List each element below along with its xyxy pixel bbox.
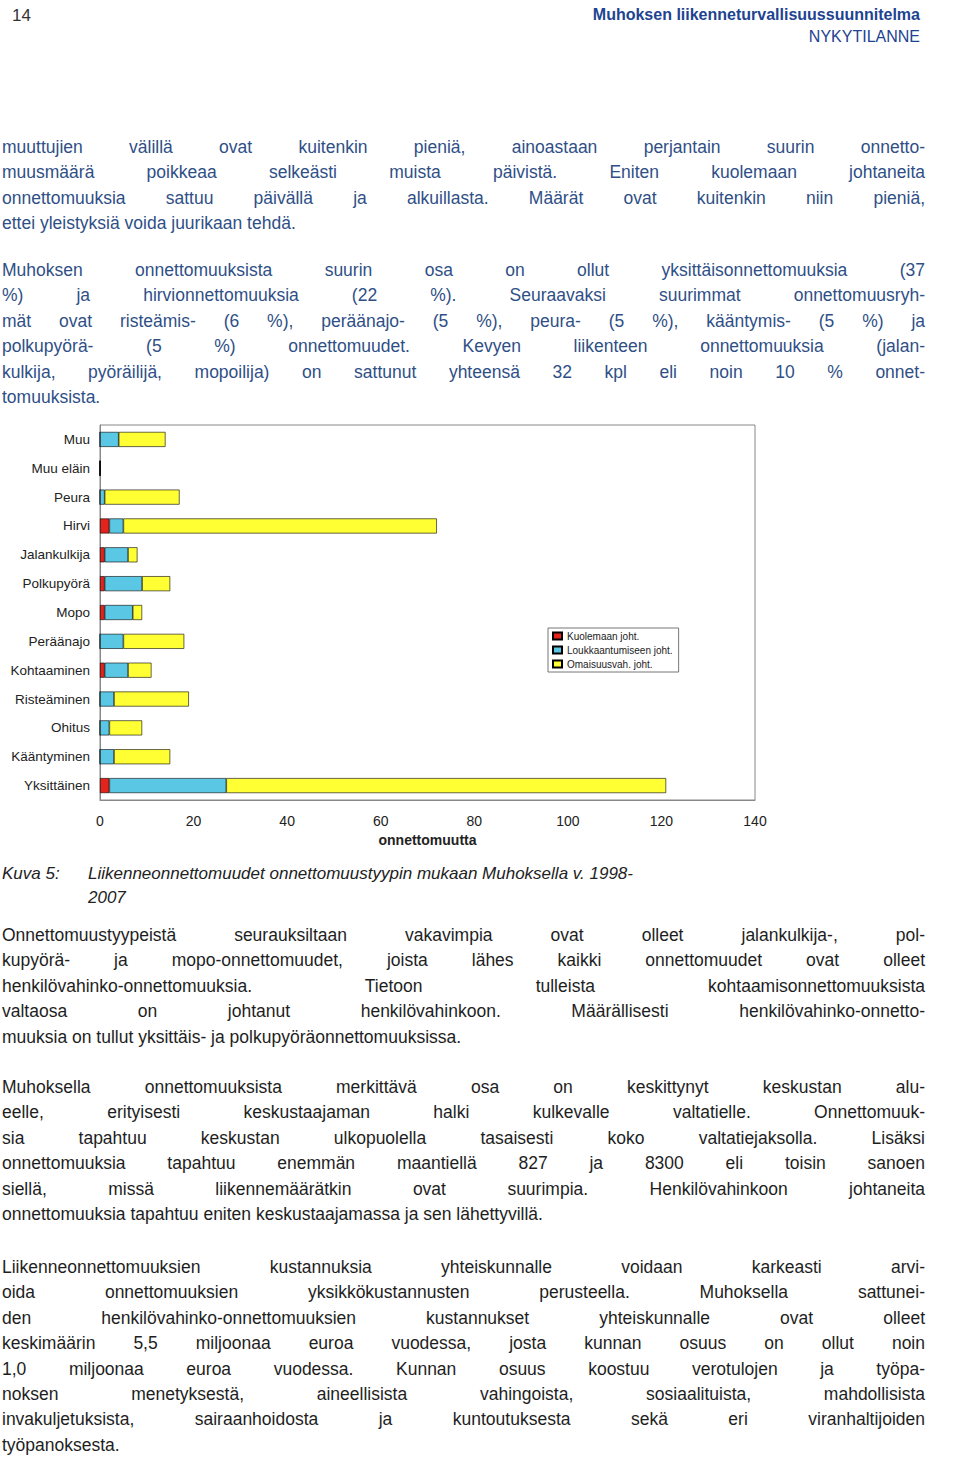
svg-text:Yksittäinen: Yksittäinen [24, 778, 90, 793]
html-text:Muhoksella onnettomuuksista me: Muhoksella onnettomuuksista merkittävä o… [2, 1077, 925, 1097]
svg-text:40: 40 [279, 813, 295, 829]
svg-text:Loukkaantumiseen joht.: Loukkaantumiseen joht. [567, 645, 673, 656]
svg-text:140: 140 [743, 813, 767, 829]
html-text:keskimäärin 5,5 miljoonaa euro: keskimäärin 5,5 miljoonaa euroa vuodessa… [2, 1333, 925, 1354]
html-text:muuksia on tullut yksittäis- j: muuksia on tullut yksittäis- ja polkupyö… [2, 1026, 462, 1047]
svg-text:60: 60 [373, 813, 389, 829]
html-text:muusmäärä poikkeaa selkeästi m: muusmäärä poikkeaa selkeästi muista päiv… [2, 162, 925, 183]
html-text:sia tapahtuu keskustan ulkopuo: sia tapahtuu keskustan ulkopuolella tasa… [2, 1127, 925, 1148]
html-text:siellä, missä liikennemäärätki: siellä, missä liikennemäärätkin ovat suu… [2, 1178, 925, 1199]
html-text:Liikenneonnettomuuksien kustan: Liikenneonnettomuuksien kustannuksia yht… [2, 1257, 925, 1277]
html-text:1,0 miljoonaa euroa vuodessa.: 1,0 miljoonaa euroa vuodessa. Kunnan osu… [2, 1358, 925, 1379]
html-text:%) ja hirvionnettomuuksia (22: %) ja hirvionnettomuuksia (22 %). Seuraa… [2, 285, 925, 306]
svg-text:Jalankulkija: Jalankulkija [20, 547, 90, 562]
html-text:onnettomuuksia sattuu päivällä: onnettomuuksia sattuu päivällä ja alkuil… [2, 187, 925, 208]
svg-text:Mopo: Mopo [56, 605, 90, 620]
html-text:valtaosa on johtanut henkilöva: valtaosa on johtanut henkilövahinkoon. M… [2, 1001, 925, 1022]
svg-text:Hirvi: Hirvi [63, 518, 90, 533]
html-text:den henkilövahinko-onnettomuuk: den henkilövahinko-onnettomuuksien kusta… [2, 1307, 925, 1328]
svg-text:80: 80 [466, 813, 482, 829]
svg-text:Peura: Peura [54, 490, 91, 505]
html-text:henkilövahinko-onnettomuuksia.: henkilövahinko-onnettomuuksia. Tietoon t… [2, 975, 925, 996]
html-text:NYKYTILANNE: NYKYTILANNE [808, 28, 920, 45]
svg-text:Ohitus: Ohitus [51, 720, 90, 735]
svg-text:Peräänajo: Peräänajo [28, 634, 90, 649]
html-text:kupyörä- ja mopo-onnettomuudet: kupyörä- ja mopo-onnettomuudet, joista l… [2, 950, 925, 971]
svg-text:Kääntyminen: Kääntyminen [11, 749, 90, 764]
html-text:noksen menetyksestä, aineellis: noksen menetyksestä, aineellisista vahin… [2, 1384, 925, 1404]
svg-text:Omaisuusvah. joht.: Omaisuusvah. joht. [567, 659, 653, 670]
html-text:kulkija, pyöräilijä, mopoilija: kulkija, pyöräilijä, mopoilija) on sattu… [2, 361, 925, 382]
html-text:polkupyörä- (5 %) onnettomuude: polkupyörä- (5 %) onnettomuudet. Kevyen … [2, 336, 925, 357]
svg-text:Muu eläin: Muu eläin [31, 461, 90, 476]
html-text:14: 14 [12, 6, 31, 25]
html-text:2007: 2007 [88, 888, 126, 907]
html-text:Muhoksen onnettomuuksista suur: Muhoksen onnettomuuksista suurin osa on … [2, 260, 925, 280]
html-text:Muhoksen liikenneturvallisuuss: Muhoksen liikenneturvallisuussuunnitelma [592, 6, 920, 23]
html-text:tomuuksista.: tomuuksista. [2, 387, 101, 407]
html-text:invakuljetuksista, sairaanhoid: invakuljetuksista, sairaanhoidosta ja ku… [2, 1409, 925, 1430]
html-text:eelle, erityisesti keskustaaja: eelle, erityisesti keskustaajaman halki … [2, 1102, 925, 1123]
html-text:Liikenneonnettomuudet onnettom: Liikenneonnettomuudet onnettomuustyypin … [88, 864, 633, 883]
svg-text:onnettomuutta: onnettomuutta [379, 832, 477, 848]
html-text:mät ovat risteämis- (6 %), per: mät ovat risteämis- (6 %), peräänajo- (5… [2, 310, 925, 331]
html-text:Onnettomuustyypeistä seurauksi: Onnettomuustyypeistä seurauksiltaan vaka… [2, 925, 925, 945]
svg-text:100: 100 [556, 813, 580, 829]
svg-text:20: 20 [186, 813, 202, 829]
svg-text:0: 0 [96, 813, 104, 829]
html-text:muuttujien välillä ovat kuiten: muuttujien välillä ovat kuitenkin pieniä… [2, 137, 925, 157]
html-text:Kuva 5:: Kuva 5: [2, 864, 60, 883]
html-text:ettei yleistyksiä voida juurik: ettei yleistyksiä voida juurikaan tehdä. [2, 213, 296, 234]
html-text:onnettomuuksia tapahtuu enemmä: onnettomuuksia tapahtuu enemmän maantiel… [2, 1153, 925, 1174]
svg-text:Kohtaaminen: Kohtaaminen [10, 663, 90, 678]
html-text:onnettomuuksia tapahtuu eniten: onnettomuuksia tapahtuu eniten keskustaa… [2, 1204, 543, 1224]
html-text:työpanoksesta.: työpanoksesta. [2, 1434, 120, 1455]
html-text:oida onnettomuuksien yksikköku: oida onnettomuuksien yksikkökustannusten… [2, 1282, 925, 1303]
svg-text:Polkupyörä: Polkupyörä [22, 576, 90, 591]
svg-text:Muu: Muu [64, 432, 90, 447]
svg-text:Kuolemaan joht.: Kuolemaan joht. [567, 631, 639, 642]
svg-text:120: 120 [650, 813, 674, 829]
svg-text:Risteäminen: Risteäminen [15, 692, 90, 707]
